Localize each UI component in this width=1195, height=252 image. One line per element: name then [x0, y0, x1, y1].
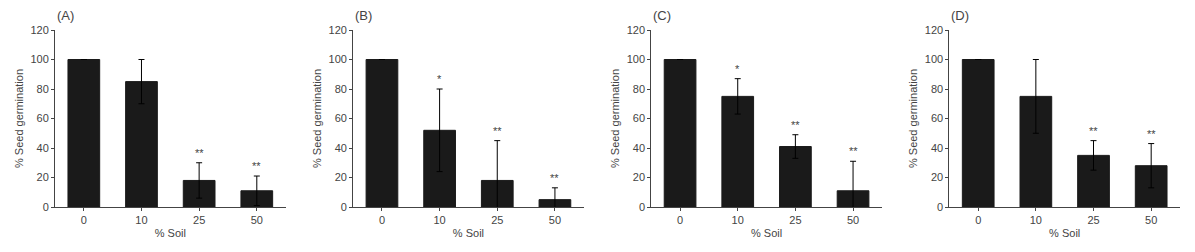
svg-text:50: 50: [251, 214, 263, 226]
svg-text:40: 40: [931, 142, 943, 154]
svg-text:80: 80: [335, 83, 347, 95]
svg-text:100: 100: [30, 53, 48, 65]
svg-text:0: 0: [379, 214, 385, 226]
svg-text:120: 120: [30, 24, 48, 36]
svg-text:20: 20: [931, 171, 943, 183]
svg-text:**: **: [849, 145, 858, 157]
svg-text:120: 120: [627, 24, 645, 36]
svg-text:80: 80: [931, 83, 943, 95]
svg-text:25: 25: [1087, 214, 1099, 226]
svg-text:10: 10: [732, 214, 744, 226]
svg-text:10: 10: [1030, 214, 1042, 226]
svg-text:% Soil: % Soil: [155, 227, 186, 239]
svg-text:20: 20: [37, 171, 49, 183]
svg-text:20: 20: [335, 171, 347, 183]
svg-text:0: 0: [975, 214, 981, 226]
svg-text:**: **: [791, 119, 800, 131]
svg-text:(B): (B): [355, 8, 372, 23]
svg-text:25: 25: [193, 214, 205, 226]
svg-text:(D): (D): [951, 8, 969, 23]
svg-text:40: 40: [37, 142, 49, 154]
svg-text:% Seed germination: % Seed germination: [907, 69, 919, 168]
svg-text:100: 100: [925, 53, 943, 65]
svg-text:(C): (C): [653, 8, 671, 23]
svg-text:20: 20: [633, 171, 645, 183]
svg-text:0: 0: [81, 214, 87, 226]
svg-text:100: 100: [627, 53, 645, 65]
svg-text:0: 0: [43, 201, 49, 213]
svg-text:80: 80: [633, 83, 645, 95]
svg-text:% Seed germination: % Seed germination: [311, 69, 323, 168]
svg-text:0: 0: [937, 201, 943, 213]
svg-text:**: **: [252, 160, 261, 172]
svg-text:*: *: [735, 63, 740, 75]
svg-text:60: 60: [335, 112, 347, 124]
svg-text:**: **: [195, 147, 204, 159]
svg-text:% Soil: % Soil: [453, 227, 484, 239]
svg-text:80: 80: [37, 83, 49, 95]
svg-text:10: 10: [135, 214, 147, 226]
svg-text:**: **: [493, 125, 502, 137]
svg-text:60: 60: [37, 112, 49, 124]
svg-text:100: 100: [329, 53, 347, 65]
svg-text:0: 0: [677, 214, 683, 226]
svg-text:% Seed germination: % Seed germination: [13, 69, 25, 168]
svg-text:60: 60: [633, 112, 645, 124]
svg-text:*: *: [437, 73, 442, 85]
svg-text:40: 40: [633, 142, 645, 154]
svg-text:50: 50: [549, 214, 561, 226]
svg-text:% Soil: % Soil: [751, 227, 782, 239]
svg-text:% Seed germination: % Seed germination: [609, 69, 621, 168]
svg-text:**: **: [1089, 125, 1098, 137]
svg-text:25: 25: [789, 214, 801, 226]
svg-text:120: 120: [329, 24, 347, 36]
svg-text:50: 50: [847, 214, 859, 226]
svg-text:0: 0: [639, 201, 645, 213]
svg-text:10: 10: [433, 214, 445, 226]
svg-text:60: 60: [931, 112, 943, 124]
svg-text:50: 50: [1145, 214, 1157, 226]
svg-text:**: **: [550, 172, 559, 184]
svg-text:120: 120: [925, 24, 943, 36]
svg-text:(A): (A): [57, 8, 74, 23]
svg-text:40: 40: [335, 142, 347, 154]
svg-text:**: **: [1147, 128, 1156, 140]
svg-text:0: 0: [341, 201, 347, 213]
svg-text:25: 25: [491, 214, 503, 226]
svg-text:% Soil: % Soil: [1049, 227, 1080, 239]
